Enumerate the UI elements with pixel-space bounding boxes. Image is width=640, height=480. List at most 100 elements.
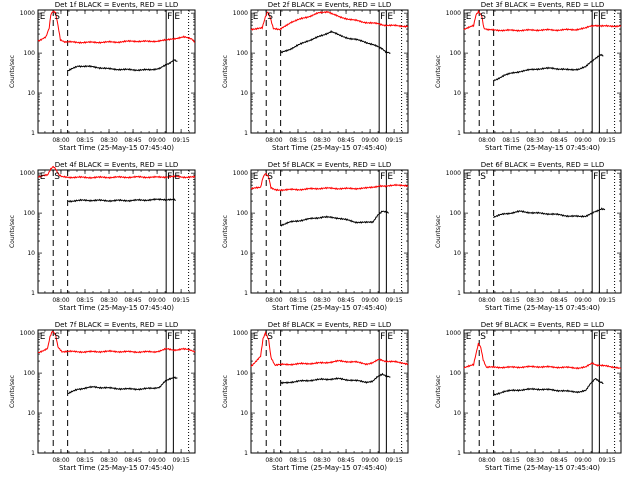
phase-marker-label: E (174, 172, 180, 182)
x-tick-label: 09:15 (172, 457, 189, 464)
x-tick-label: 08:30 (313, 137, 330, 144)
y-tick-label: 1000 (20, 10, 35, 17)
x-tick-label: 08:00 (52, 457, 69, 464)
y-tick-label: 10 (240, 90, 248, 97)
panel-5: Det 5f BLACK = Events, RED = LLD 1 10 100 10… (222, 161, 409, 312)
y-tick-label: 100 (237, 210, 249, 217)
y-axis-label: Counts/sec (435, 55, 442, 88)
phase-marker-label: E (40, 12, 46, 22)
x-tick-label: 09:00 (574, 457, 591, 464)
phase-marker-label: F (380, 172, 385, 182)
x-tick-label: 09:15 (598, 457, 615, 464)
y-tick-label: 1 (457, 450, 461, 457)
phase-marker-label: E (174, 332, 180, 342)
y-tick-label: 100 (237, 50, 249, 57)
y-tick-label: 10 (27, 250, 35, 257)
x-axis-label: Start Time (25-May-15 07:45:40) (272, 304, 387, 312)
panel-title: Det 4f BLACK = Events, RED = LLD (55, 161, 178, 169)
phase-marker-label: F (593, 332, 598, 342)
x-tick-label: 09:15 (172, 137, 189, 144)
panel-title: Det 9f BLACK = Events, RED = LLD (481, 321, 604, 329)
y-axis-label: Counts/sec (9, 215, 16, 248)
y-tick-label: 100 (24, 370, 36, 377)
panel-3: Det 3f BLACK = Events, RED = LLD 1 10 100 10… (435, 1, 622, 152)
events-series-line (493, 53, 604, 82)
x-tick-label: 09:00 (361, 297, 378, 304)
panel-title: Det 7f BLACK = Events, RED = LLD (55, 321, 178, 329)
y-axis-label: Counts/sec (222, 215, 229, 248)
panel-title: Det 8f BLACK = Events, RED = LLD (268, 321, 391, 329)
x-axis-label: Start Time (25-May-15 07:45:40) (485, 464, 600, 472)
phase-marker-label: F (593, 172, 598, 182)
plot-frame (463, 169, 622, 294)
panel-6: Det 6f BLACK = Events, RED = LLD 1 10 100 10… (435, 161, 622, 312)
x-axis-label: Start Time (25-May-15 07:45:40) (485, 144, 600, 152)
lld-series-line (250, 10, 409, 31)
phase-marker-label: S (54, 332, 60, 342)
phase-marker-label: F (167, 172, 172, 182)
events-series-line (493, 207, 606, 219)
y-tick-label: 1 (31, 450, 35, 457)
lld-series-line (250, 173, 409, 192)
y-axis-label: Counts/sec (9, 55, 16, 88)
x-tick-label: 08:30 (100, 457, 117, 464)
x-tick-label: 09:00 (361, 457, 378, 464)
y-tick-label: 1 (244, 450, 248, 457)
y-tick-label: 1 (457, 130, 461, 137)
phase-marker-label: E (387, 12, 393, 22)
y-tick-label: 100 (24, 50, 36, 57)
phase-marker-label: E (253, 12, 259, 22)
x-tick-label: 08:00 (265, 137, 282, 144)
phase-marker-label: S (54, 172, 60, 182)
phase-marker-label: S (267, 172, 273, 182)
x-tick-label: 08:15 (502, 297, 519, 304)
x-tick-label: 08:00 (52, 297, 69, 304)
phase-marker-label: S (480, 172, 486, 182)
panel-9: Det 9f BLACK = Events, RED = LLD 1 10 100 10… (435, 321, 622, 472)
x-tick-label: 09:15 (598, 137, 615, 144)
y-tick-label: 10 (453, 90, 461, 97)
x-tick-label: 08:45 (337, 457, 354, 464)
y-tick-label: 10 (240, 250, 248, 257)
lld-series-line (37, 165, 196, 180)
x-tick-label: 08:00 (478, 137, 495, 144)
phase-marker-label: E (466, 172, 472, 182)
lld-series-line (37, 330, 196, 354)
phase-marker-label: E (387, 332, 393, 342)
x-tick-label: 09:00 (148, 457, 165, 464)
phase-marker-label: S (267, 332, 273, 342)
x-tick-label: 08:15 (289, 297, 306, 304)
phase-marker-label: F (380, 332, 385, 342)
x-tick-label: 08:45 (124, 297, 141, 304)
y-tick-label: 10 (27, 90, 35, 97)
x-tick-label: 09:00 (148, 297, 165, 304)
x-tick-label: 08:30 (313, 297, 330, 304)
y-tick-label: 1000 (446, 330, 461, 337)
y-tick-label: 1000 (20, 330, 35, 337)
phase-marker-label: F (593, 12, 598, 22)
x-tick-label: 08:45 (550, 137, 567, 144)
x-axis-label: Start Time (25-May-15 07:45:40) (59, 464, 174, 472)
x-tick-label: 08:45 (124, 457, 141, 464)
y-axis-label: Counts/sec (222, 375, 229, 408)
events-series-line (67, 197, 176, 203)
x-axis-label: Start Time (25-May-15 07:45:40) (59, 304, 174, 312)
y-tick-label: 10 (453, 410, 461, 417)
plot-frame (250, 169, 409, 294)
x-tick-label: 09:00 (361, 137, 378, 144)
y-tick-label: 100 (450, 50, 462, 57)
x-tick-label: 08:30 (526, 297, 543, 304)
x-tick-label: 09:15 (172, 297, 189, 304)
x-tick-label: 08:30 (526, 137, 543, 144)
x-tick-label: 08:15 (289, 137, 306, 144)
phase-marker-label: E (40, 172, 46, 182)
phase-marker-label: E (253, 332, 259, 342)
x-tick-label: 08:00 (265, 297, 282, 304)
x-axis-label: Start Time (25-May-15 07:45:40) (272, 144, 387, 152)
phase-marker-label: F (167, 12, 172, 22)
x-tick-label: 08:45 (337, 137, 354, 144)
panel-1: Det 1f BLACK = Events, RED = LLD 1 10 100 10… (9, 1, 196, 152)
plot-frame (37, 169, 196, 294)
events-series-line (280, 372, 391, 385)
